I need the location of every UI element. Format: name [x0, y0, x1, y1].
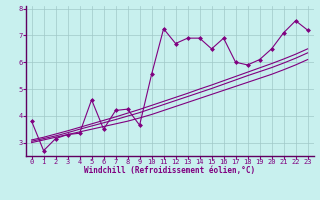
X-axis label: Windchill (Refroidissement éolien,°C): Windchill (Refroidissement éolien,°C) — [84, 166, 255, 175]
